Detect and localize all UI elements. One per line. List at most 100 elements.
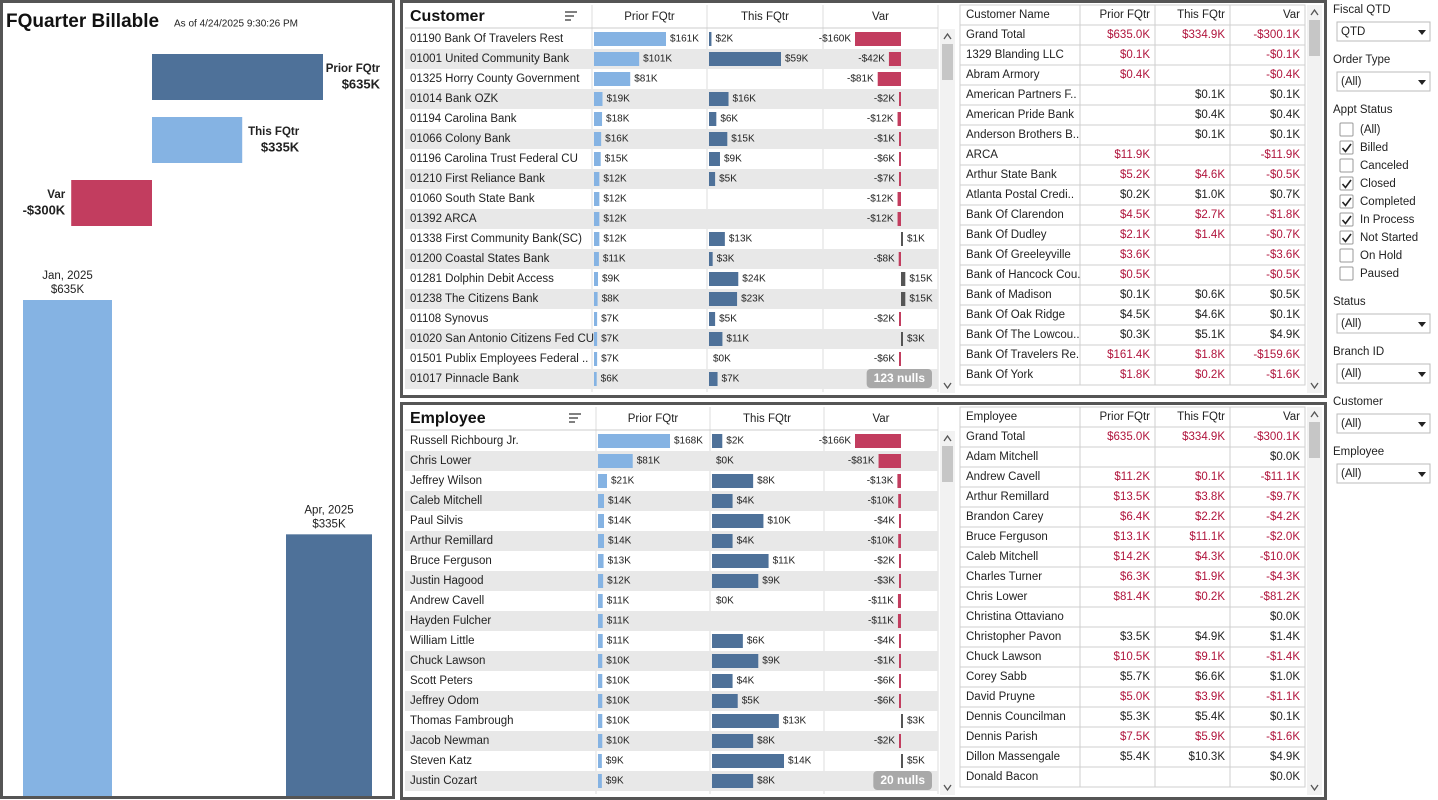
dropdown-value[interactable]: (All) — [1341, 418, 1362, 430]
table-cell — [1154, 144, 1231, 166]
scroll-down-arrow[interactable] — [943, 382, 952, 390]
row-name: 01210 First Reliance Bank — [410, 173, 545, 185]
table-value: $0.5K — [1270, 289, 1300, 301]
table-cell — [1154, 264, 1231, 286]
table-row-name: Christopher Pavon — [966, 631, 1061, 643]
checkmark[interactable] — [1341, 143, 1352, 153]
dropdown-arrow[interactable] — [1418, 30, 1426, 35]
checkmark[interactable] — [1341, 179, 1352, 189]
checkbox[interactable] — [1339, 176, 1354, 191]
table-row-name: American Pride Bank — [966, 109, 1074, 121]
table-value: -$1.6K — [1266, 731, 1300, 743]
table-value: $13.1K — [1114, 531, 1151, 543]
table-value: $0.7K — [1270, 189, 1300, 201]
scrollbar-thumb[interactable] — [942, 44, 953, 80]
table-value: $5.0K — [1120, 691, 1150, 703]
dropdown-value[interactable]: (All) — [1341, 468, 1362, 480]
checkbox-label[interactable]: Not Started — [1360, 232, 1418, 244]
scrollbar-track[interactable] — [1307, 5, 1322, 393]
nulls-indicator[interactable]: 20 nulls — [880, 773, 925, 787]
table-value: $0.0K — [1270, 611, 1300, 623]
row-shade — [405, 571, 938, 591]
dropdown[interactable] — [1336, 463, 1431, 484]
this-bar — [712, 714, 779, 728]
dropdown[interactable] — [1336, 21, 1431, 42]
dropdown[interactable] — [1336, 313, 1431, 334]
prior-value-label: $10K — [606, 736, 630, 747]
checkbox-label[interactable]: On Hold — [1360, 250, 1402, 262]
var-value-label: $15K — [909, 274, 933, 285]
month-label: Apr, 2025 — [304, 504, 353, 516]
checkbox-label[interactable]: Canceled — [1360, 160, 1409, 172]
prior-value-label: $14K — [608, 496, 632, 507]
dropdown-value[interactable]: (All) — [1341, 76, 1362, 88]
dropdown-arrow[interactable] — [1418, 422, 1426, 427]
scroll-down-arrow[interactable] — [1310, 784, 1319, 792]
waterfall-bar — [71, 180, 152, 226]
nulls-indicator[interactable]: 123 nulls — [874, 371, 926, 385]
var-bar — [899, 152, 901, 166]
scrollbar-track[interactable] — [940, 431, 955, 795]
dropdown-value[interactable]: (All) — [1341, 318, 1362, 330]
checkbox-label[interactable]: Billed — [1360, 142, 1388, 154]
table-row-name: 1329 Blanding LLC — [966, 49, 1064, 61]
table-value: $635.0K — [1107, 29, 1150, 41]
this-value-label: $5K — [719, 314, 737, 325]
scrollbar-thumb[interactable] — [1309, 422, 1320, 458]
dropdown[interactable] — [1336, 71, 1431, 92]
dropdown-arrow[interactable] — [1418, 322, 1426, 327]
table-cell — [1229, 766, 1306, 788]
table-cell — [1079, 84, 1156, 106]
var-value-label: -$12K — [867, 214, 894, 225]
table-value: $9.1K — [1195, 651, 1225, 663]
month-bar — [23, 300, 112, 796]
checkbox[interactable] — [1339, 158, 1354, 173]
checkbox[interactable] — [1339, 248, 1354, 263]
checkbox-label[interactable]: Completed — [1360, 196, 1416, 208]
scroll-up-arrow[interactable] — [1310, 8, 1319, 16]
dropdown-value[interactable]: QTD — [1341, 26, 1365, 38]
table-value: -$0.4K — [1266, 69, 1300, 81]
checkbox[interactable] — [1339, 194, 1354, 209]
checkbox-label[interactable]: Closed — [1360, 178, 1396, 190]
checkmark[interactable] — [1341, 233, 1352, 243]
scroll-up-arrow[interactable] — [943, 32, 952, 40]
this-value-label: $5K — [742, 696, 760, 707]
checkbox[interactable] — [1339, 212, 1354, 227]
this-value-label: $7K — [722, 374, 740, 385]
checkbox-label[interactable]: (All) — [1360, 124, 1381, 136]
dropdown-arrow[interactable] — [1418, 372, 1426, 377]
checkbox[interactable] — [1339, 266, 1354, 281]
checkmark[interactable] — [1341, 215, 1352, 225]
scroll-down-arrow[interactable] — [943, 784, 952, 792]
checkbox[interactable] — [1339, 140, 1354, 155]
scrollbar-thumb[interactable] — [942, 446, 953, 482]
scroll-down-arrow[interactable] — [1310, 382, 1319, 390]
nulls-badge[interactable] — [873, 771, 932, 790]
checkbox[interactable] — [1339, 122, 1354, 137]
checkbox-label[interactable]: Paused — [1360, 268, 1399, 280]
this-bar — [709, 252, 713, 266]
this-value-label: $8K — [757, 776, 775, 787]
dropdown-arrow[interactable] — [1418, 472, 1426, 477]
checkbox-label[interactable]: In Process — [1360, 214, 1415, 226]
dropdown-arrow[interactable] — [1418, 80, 1426, 85]
nulls-badge[interactable] — [866, 369, 932, 388]
this-value-label: $5K — [719, 174, 737, 185]
scroll-up-arrow[interactable] — [1310, 410, 1319, 418]
row-name: Justin Hagood — [410, 575, 484, 587]
dropdown[interactable] — [1336, 413, 1431, 434]
scroll-up-arrow[interactable] — [943, 434, 952, 442]
scrollbar-track[interactable] — [1307, 407, 1322, 795]
dropdown-value[interactable]: (All) — [1341, 368, 1362, 380]
scrollbar-track[interactable] — [940, 29, 955, 393]
checkbox[interactable] — [1339, 230, 1354, 245]
this-value-label: $6K — [720, 114, 738, 125]
this-value-label: $4K — [737, 536, 755, 547]
dropdown[interactable] — [1336, 363, 1431, 384]
this-value-label: $0K — [716, 456, 734, 467]
checkmark[interactable] — [1341, 197, 1352, 207]
column-header: Prior FQtr — [624, 11, 675, 23]
scrollbar-thumb[interactable] — [1309, 20, 1320, 56]
prior-bar — [598, 474, 607, 488]
